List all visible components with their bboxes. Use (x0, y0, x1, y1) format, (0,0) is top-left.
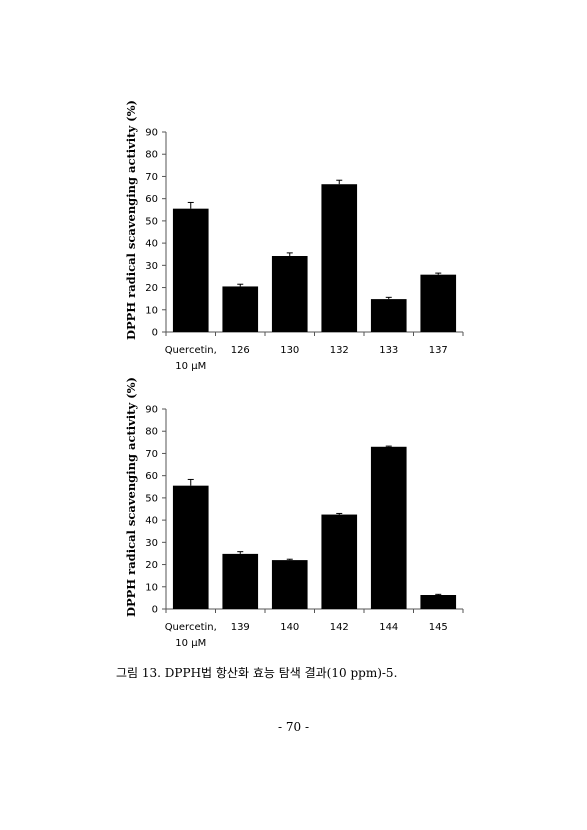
bar (321, 514, 358, 609)
x-tick-label: 10 μM (175, 361, 206, 372)
x-tick-label: 130 (280, 345, 299, 356)
bar (222, 553, 259, 609)
x-tick-label: Quercetin, (165, 345, 217, 356)
y-tick-label: 10 (145, 305, 158, 316)
x-tick-label: 139 (231, 622, 250, 633)
y-tick-label: 80 (145, 150, 158, 161)
y-tick-label: 60 (145, 471, 158, 482)
x-tick-label: 126 (231, 345, 250, 356)
bar (420, 595, 457, 609)
x-tick-label: 132 (330, 345, 349, 356)
y-tick-label: 70 (145, 172, 158, 183)
y-tick-label: 70 (145, 449, 158, 460)
x-tick-label: 145 (429, 622, 448, 633)
x-tick-label: Quercetin, (165, 622, 217, 633)
y-tick-label: 50 (145, 216, 158, 227)
bar (271, 256, 308, 332)
y-tick-label: 60 (145, 194, 158, 205)
bar (420, 274, 457, 332)
x-tick-label: 137 (429, 345, 448, 356)
y-tick-label: 20 (145, 560, 158, 571)
bar (172, 485, 209, 609)
y-tick-label: 40 (145, 239, 158, 250)
bar-chart-2-svg: 0 10 20 30 40 50 60 70 80 90 Quercetin, 10 μM 139 140… (145, 405, 464, 649)
bar (222, 286, 259, 332)
y-tick-label: 30 (145, 538, 158, 549)
y-tick-label: 30 (145, 261, 158, 272)
bar (370, 446, 407, 609)
y-tick-label: 0 (152, 605, 158, 616)
y-tick-label: 90 (145, 405, 158, 416)
y-tick-label: 50 (145, 493, 158, 504)
x-tick-label: 142 (330, 622, 349, 633)
y-tick-label: 40 (145, 516, 158, 527)
bar-chart-1-svg: 0 10 20 30 40 50 60 70 80 90 Quercetin, 10 μM 126 130… (145, 128, 464, 372)
plot-area: 0 10 20 30 40 50 60 70 80 90 Quercetin, 10 μM 139 140… (145, 405, 464, 649)
x-tick-label: 10 μM (175, 638, 206, 649)
y-tick-label: 10 (145, 582, 158, 593)
x-tick-label: 133 (379, 345, 398, 356)
bar (172, 208, 209, 332)
y-tick-label: 80 (145, 427, 158, 438)
bar (271, 560, 308, 609)
y-tick-label: 90 (145, 128, 158, 139)
y-tick-label: 0 (152, 328, 158, 339)
x-tick-label: 140 (280, 622, 299, 633)
bar (321, 184, 358, 332)
page-number: - 70 - (277, 720, 309, 734)
bar (370, 299, 407, 332)
y-tick-label: 20 (145, 283, 158, 294)
bar-chart-2: DPPH radical scavenging activity (%) 0 10… (0, 377, 587, 657)
x-tick-label: 144 (379, 622, 398, 633)
plot-area: 0 10 20 30 40 50 60 70 80 90 Quercetin, 10 μM 126 130… (145, 128, 464, 372)
bar-chart-1: DPPH radical scavenging activity (%) 0 10… (0, 100, 587, 380)
figure-caption: 그림 13. DPPH법 항산화 효능 탐색 결과(10 ppm)-5. (116, 666, 398, 680)
